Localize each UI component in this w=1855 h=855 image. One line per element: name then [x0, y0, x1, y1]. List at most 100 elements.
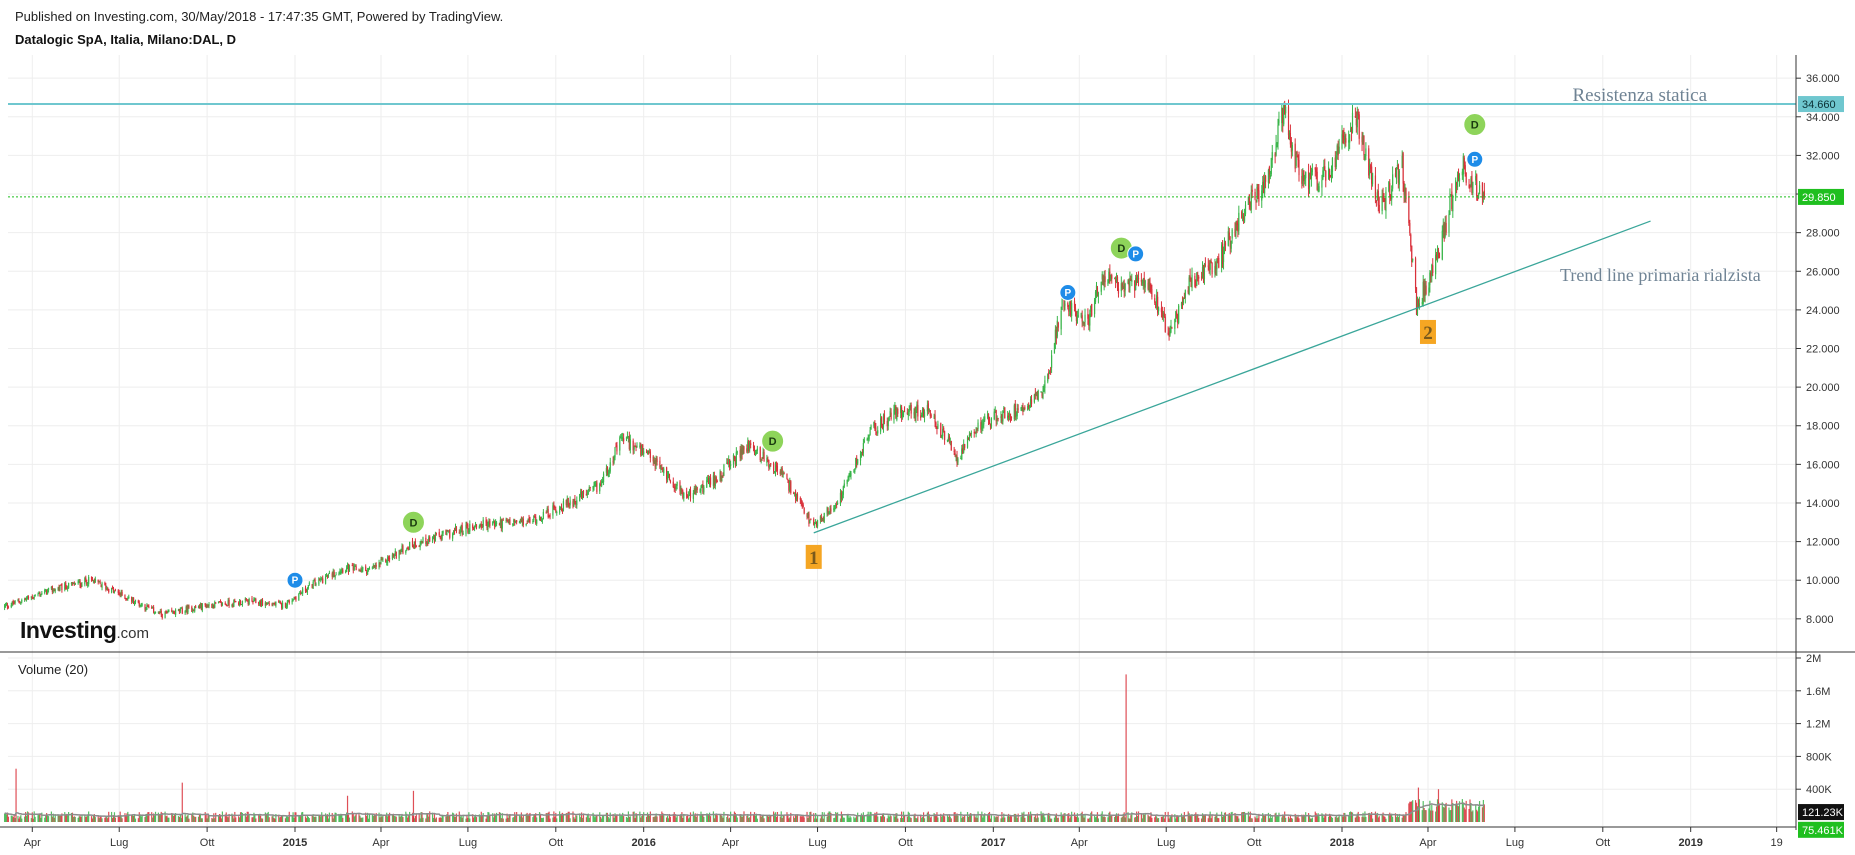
candle-body — [452, 533, 454, 539]
candle-body — [540, 519, 543, 521]
volume-bar — [933, 813, 935, 822]
volume-bar — [736, 817, 738, 822]
volume-bar — [701, 814, 703, 822]
volume-bar — [708, 815, 710, 822]
dividend-marker[interactable] — [761, 429, 785, 453]
volume-bar — [81, 815, 83, 822]
candle-body — [246, 600, 248, 602]
volume-bar — [166, 815, 168, 822]
split-marker[interactable] — [1059, 284, 1077, 302]
volume-bar — [158, 815, 160, 822]
volume-bar — [906, 816, 908, 822]
volume-bar — [1424, 810, 1426, 822]
candle-body — [983, 419, 985, 425]
volume-bar — [113, 812, 116, 822]
candle-body — [508, 520, 510, 523]
volume-bar — [1322, 814, 1324, 822]
candle-body — [1371, 166, 1373, 184]
investing-logo[interactable]: Investing.com — [20, 617, 149, 644]
volume-bar — [661, 811, 663, 822]
volume-bar — [59, 815, 61, 822]
split-marker[interactable] — [1466, 150, 1484, 168]
volume-bar — [948, 815, 950, 822]
volume-bar — [647, 814, 650, 822]
candle-body — [446, 529, 448, 536]
candle-body — [488, 520, 490, 525]
candle-body — [1437, 249, 1440, 253]
candle-body — [489, 520, 491, 527]
volume-bar — [1248, 816, 1250, 822]
candle-body — [767, 458, 769, 461]
volume-bar — [1251, 818, 1253, 822]
candle-body — [1117, 288, 1120, 294]
volume-bar — [726, 817, 728, 822]
candle-body — [914, 411, 916, 417]
volume-bar — [547, 812, 549, 822]
volume-bar — [87, 814, 89, 822]
candle-body — [1442, 224, 1444, 232]
volume-bar — [1102, 816, 1104, 822]
volume-bar — [856, 816, 858, 822]
volume-bar — [1073, 812, 1076, 822]
volume-bar — [930, 816, 932, 822]
volume-bar — [623, 816, 625, 822]
price-tick-label: 20.000 — [1806, 382, 1840, 394]
marker-letter: P — [292, 576, 299, 587]
volume-bar — [793, 816, 795, 822]
candle-body — [1208, 266, 1210, 272]
candle-body — [853, 471, 855, 473]
volume-bar — [1334, 817, 1336, 822]
volume-bar — [1328, 816, 1330, 822]
volume-bar — [411, 812, 414, 822]
volume-bar — [204, 812, 206, 822]
time-tick-label: 19 — [1771, 837, 1783, 849]
volume-bar — [221, 811, 223, 822]
volume-bar — [67, 814, 69, 822]
volume-bar — [1448, 807, 1450, 822]
volume-bar — [969, 813, 971, 822]
candle-body — [694, 488, 696, 494]
split-marker[interactable] — [1127, 245, 1145, 263]
volume-bar — [880, 816, 883, 822]
volume-bar — [240, 812, 243, 822]
volume-bar — [353, 816, 355, 822]
candle-body — [1084, 314, 1086, 323]
candle-body — [274, 602, 276, 606]
volume-bar — [1441, 802, 1443, 822]
volume-bar — [442, 815, 444, 822]
volume-bar — [1234, 813, 1236, 822]
dividend-marker[interactable] — [401, 510, 425, 534]
candle-body — [362, 567, 364, 570]
candle-body — [635, 446, 637, 448]
volume-bar — [1256, 815, 1258, 822]
split-marker[interactable] — [286, 571, 304, 589]
volume-bar — [1200, 818, 1203, 822]
volume-bar — [532, 817, 534, 822]
volume-bar — [916, 818, 918, 822]
candle-body — [1396, 165, 1399, 167]
volume-bar — [693, 815, 695, 822]
volume-bar — [566, 813, 568, 822]
candle-body — [928, 409, 930, 411]
volume-bar — [1392, 816, 1394, 822]
candle-body — [395, 551, 397, 559]
volume-bar — [17, 815, 19, 822]
volume-bar — [1449, 810, 1451, 822]
candle-body — [79, 580, 81, 586]
volume-bar — [1168, 818, 1170, 822]
candle-body — [859, 454, 862, 461]
candle-body — [117, 590, 119, 593]
volume-bar — [1007, 816, 1009, 822]
dividend-marker[interactable] — [1463, 113, 1487, 137]
candle-body — [460, 525, 462, 530]
candle-body — [1074, 307, 1077, 313]
volume-bar — [1135, 817, 1137, 822]
candle-body — [1456, 174, 1459, 188]
candle-body — [265, 602, 267, 604]
candle-body — [615, 446, 617, 448]
candle-body — [908, 408, 910, 413]
volume-bar — [1204, 814, 1206, 822]
candle-body — [157, 611, 159, 613]
candles — [3, 99, 1485, 620]
